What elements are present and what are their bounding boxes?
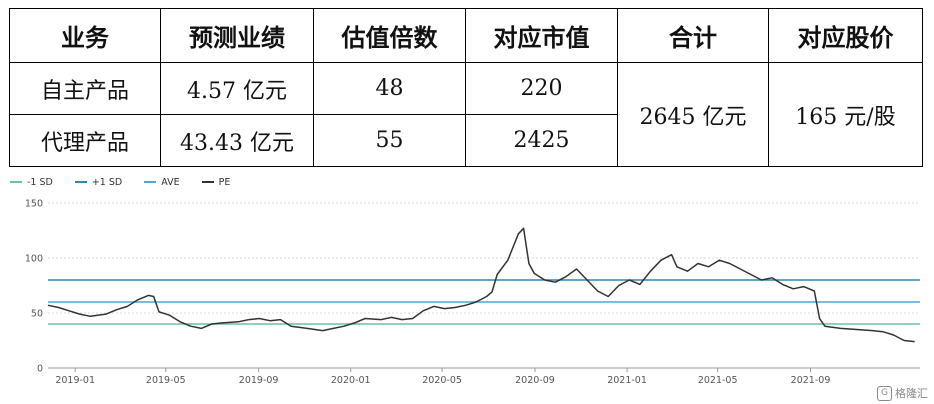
pe-line bbox=[47, 227, 915, 343]
legend-swatch bbox=[201, 181, 214, 183]
y-axis-ticks: 0 50 100 150 bbox=[25, 199, 43, 375]
pe-series bbox=[47, 227, 915, 343]
cell-business: 代理产品 bbox=[9, 114, 161, 167]
chart-legend: -1 SD +1 SD AVE PE bbox=[10, 174, 252, 190]
cell-market-value: 220 bbox=[465, 62, 618, 115]
table-header-row: 业务 预测业绩 估值倍数 对应市值 合计 对应股价 bbox=[9, 8, 923, 63]
x-tick-label: 2021-09 bbox=[791, 375, 831, 386]
watermark: G 格隆汇 bbox=[877, 385, 928, 401]
cell-valuation-multiple: 48 bbox=[313, 62, 466, 115]
x-tick-label: 2021-01 bbox=[607, 375, 647, 386]
header-forecast-earnings: 预测业绩 bbox=[160, 8, 314, 63]
legend-item-minus-1sd: -1 SD bbox=[10, 177, 53, 188]
header-share-price: 对应股价 bbox=[768, 8, 923, 63]
header-valuation-multiple: 估值倍数 bbox=[313, 8, 466, 63]
y-tick-label: 150 bbox=[25, 199, 43, 210]
x-tick-label: 2019-01 bbox=[55, 375, 95, 386]
cell-market-value: 2425 bbox=[465, 114, 618, 167]
y-tick-label: 0 bbox=[37, 364, 43, 375]
table-row: 自主产品 4.57 亿元 48 220 2645 亿元 165 元/股 bbox=[9, 62, 923, 167]
header-total: 合计 bbox=[617, 8, 769, 63]
gelonghui-logo-icon: G bbox=[877, 385, 892, 401]
legend-label: PE bbox=[218, 176, 231, 188]
cell-business: 自主产品 bbox=[9, 62, 161, 115]
chart-gridlines bbox=[48, 202, 920, 369]
y-tick-label: 50 bbox=[31, 309, 43, 320]
legend-swatch bbox=[144, 181, 157, 183]
legend-label: +1 SD bbox=[91, 176, 123, 188]
cell-total: 2645 亿元 bbox=[617, 62, 769, 167]
legend-item-pe: PE bbox=[201, 176, 231, 188]
legend-swatch bbox=[74, 181, 87, 183]
legend-swatch bbox=[10, 181, 22, 183]
x-tick-label: 2019-09 bbox=[239, 375, 279, 386]
x-tick-label: 2020-05 bbox=[422, 375, 462, 386]
cell-valuation-multiple: 55 bbox=[313, 114, 466, 167]
valuation-table: 业务 预测业绩 估值倍数 对应市值 合计 对应股价 自主产品 4.57 亿元 4… bbox=[9, 8, 923, 167]
cell-share-price: 165 元/股 bbox=[768, 62, 923, 167]
x-tick-label: 2020-01 bbox=[331, 375, 371, 386]
legend-label: -1 SD bbox=[27, 176, 53, 188]
watermark-text: 格隆汇 bbox=[895, 387, 928, 400]
legend-label: AVE bbox=[161, 176, 180, 188]
header-business: 业务 bbox=[9, 8, 161, 63]
x-tick-label: 2019-05 bbox=[146, 375, 186, 386]
header-market-value: 对应市值 bbox=[465, 8, 618, 63]
cell-forecast-earnings: 4.57 亿元 bbox=[160, 62, 314, 115]
x-tick-label: 2020-09 bbox=[515, 375, 555, 386]
legend-item-ave: AVE bbox=[144, 176, 180, 188]
x-axis-ticks: 2019-01 2019-05 2019-09 2020-01 2020-05 2020-… bbox=[48, 367, 920, 386]
x-tick-label: 2021-05 bbox=[698, 375, 738, 386]
legend-item-plus-1sd: +1 SD bbox=[74, 176, 123, 188]
table-row: 代理产品 43.43 亿元 55 2425 bbox=[9, 114, 923, 167]
cell-forecast-earnings: 43.43 亿元 bbox=[160, 114, 314, 167]
y-tick-label: 100 bbox=[25, 254, 43, 265]
